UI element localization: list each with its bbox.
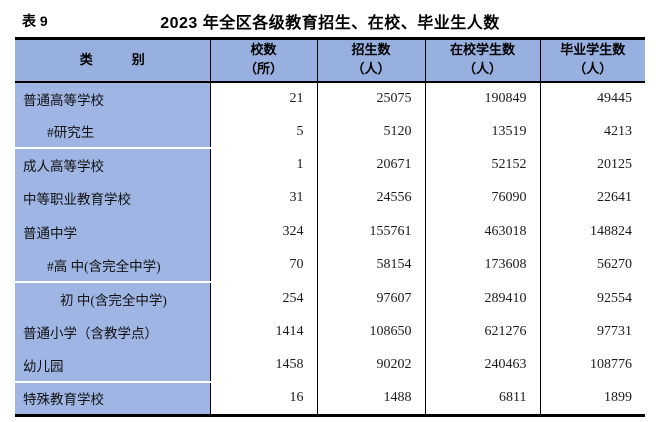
- students-count-cell: 6811: [424, 382, 540, 416]
- header-schools-label: 校数: [250, 42, 277, 58]
- students-count-cell: 52152: [424, 148, 540, 182]
- schools-count-cell: 254: [209, 281, 317, 316]
- students-count-cell: 13519: [424, 114, 540, 149]
- graduates-count-cell: 108776: [539, 348, 645, 383]
- enrollment-count-cell: 58154: [316, 248, 425, 282]
- table-row: 幼儿园 1458 90202 240463 108776: [15, 348, 645, 383]
- enrollment-count-cell: 5120: [316, 114, 425, 149]
- header-graduates-label: 毕业学生数: [560, 42, 626, 58]
- category-cell: #研究生: [15, 114, 210, 149]
- enrollment-count-cell: 20671: [316, 148, 425, 182]
- students-count-cell: 76090: [424, 181, 540, 216]
- students-count-cell: 190849: [424, 81, 540, 115]
- header-schools-unit: （所）: [243, 61, 283, 77]
- students-count-cell: 621276: [424, 315, 540, 349]
- graduates-count-cell: 20125: [539, 148, 645, 182]
- table-number-label: 表 9: [22, 13, 48, 29]
- category-cell: 普通高等学校: [15, 81, 210, 115]
- graduates-count-cell: 49445: [539, 81, 645, 115]
- schools-count-cell: 21: [209, 81, 317, 115]
- table-row: 普通小学（含教学点） 1414 108650 621276 97731: [15, 315, 645, 349]
- header-enrollment-unit: （人）: [351, 61, 391, 77]
- table-header: 类 别 校数 （所） 招生数 （人） 在校学生数 （人） 毕业学生数 （人）: [15, 38, 645, 83]
- table-row: #研究生 5 5120 13519 4213: [15, 114, 645, 149]
- header-students-label: 在校学生数: [449, 42, 515, 58]
- category-cell: 幼儿园: [15, 348, 210, 383]
- header-enrollment-label: 招生数: [351, 42, 391, 58]
- schools-count-cell: 1: [209, 148, 317, 182]
- schools-count-cell: 324: [209, 215, 317, 249]
- table-row: 成人高等学校 1 20671 52152 20125: [15, 147, 645, 182]
- category-cell: 成人高等学校: [15, 147, 210, 182]
- schools-count-cell: 1414: [209, 315, 317, 349]
- graduates-count-cell: 56270: [539, 248, 645, 282]
- students-count-cell: 173608: [424, 248, 540, 282]
- graduates-count-cell: 4213: [539, 114, 645, 149]
- table-row: #高 中(含完全中学) 70 58154 173608 56270: [15, 248, 645, 282]
- header-enrollment: 招生数 （人）: [316, 38, 425, 83]
- graduates-count-cell: 97731: [539, 315, 645, 349]
- header-category: 类 别: [15, 38, 210, 83]
- graduates-count-cell: 22641: [539, 181, 645, 216]
- category-cell: 普通中学: [15, 215, 210, 249]
- header-students: 在校学生数 （人）: [424, 38, 540, 83]
- graduates-count-cell: 1899: [539, 382, 645, 416]
- header-row: 类 别 校数 （所） 招生数 （人） 在校学生数 （人） 毕业学生数 （人）: [15, 38, 645, 83]
- page-title: 2023 年全区各级教育招生、在校、毕业生人数: [160, 15, 500, 32]
- students-count-cell: 463018: [424, 215, 540, 249]
- category-cell: 中等职业教育学校: [15, 181, 210, 216]
- header-schools: 校数 （所）: [209, 38, 317, 83]
- category-cell: 初 中(含完全中学): [15, 280, 210, 316]
- graduates-count-cell: 148824: [539, 215, 645, 249]
- education-stats-table: 类 别 校数 （所） 招生数 （人） 在校学生数 （人） 毕业学生数 （人）: [15, 37, 645, 417]
- enrollment-count-cell: 155761: [316, 215, 425, 249]
- category-cell: 普通小学（含教学点）: [15, 315, 210, 349]
- schools-count-cell: 31: [209, 181, 317, 216]
- enrollment-count-cell: 24556: [316, 181, 425, 216]
- table-body: 普通高等学校 21 25075 190849 49445 #研究生 5 5120…: [15, 81, 645, 416]
- header-students-unit: （人）: [462, 61, 502, 77]
- table-row: 特殊教育学校 16 1488 6811 1899: [15, 381, 645, 416]
- header-graduates: 毕业学生数 （人）: [539, 38, 645, 83]
- graduates-count-cell: 92554: [539, 281, 645, 316]
- category-cell: 特殊教育学校: [15, 381, 210, 416]
- table-row: 中等职业教育学校 31 24556 76090 22641: [15, 181, 645, 216]
- title-row: 表 9 2023 年全区各级教育招生、在校、毕业生人数: [15, 7, 645, 35]
- table-row: 普通中学 324 155761 463018 148824: [15, 215, 645, 249]
- enrollment-count-cell: 90202: [316, 348, 425, 383]
- students-count-cell: 240463: [424, 348, 540, 383]
- category-cell: #高 中(含完全中学): [15, 248, 210, 282]
- enrollment-count-cell: 108650: [316, 315, 425, 349]
- enrollment-count-cell: 97607: [316, 281, 425, 316]
- header-graduates-unit: （人）: [573, 61, 613, 77]
- table-row: 普通高等学校 21 25075 190849 49445: [15, 81, 645, 115]
- schools-count-cell: 16: [209, 382, 317, 416]
- table-row: 初 中(含完全中学) 254 97607 289410 92554: [15, 280, 645, 316]
- enrollment-count-cell: 1488: [316, 382, 425, 416]
- schools-count-cell: 5: [209, 114, 317, 149]
- enrollment-count-cell: 25075: [316, 81, 425, 115]
- schools-count-cell: 1458: [209, 348, 317, 383]
- students-count-cell: 289410: [424, 281, 540, 316]
- schools-count-cell: 70: [209, 248, 317, 282]
